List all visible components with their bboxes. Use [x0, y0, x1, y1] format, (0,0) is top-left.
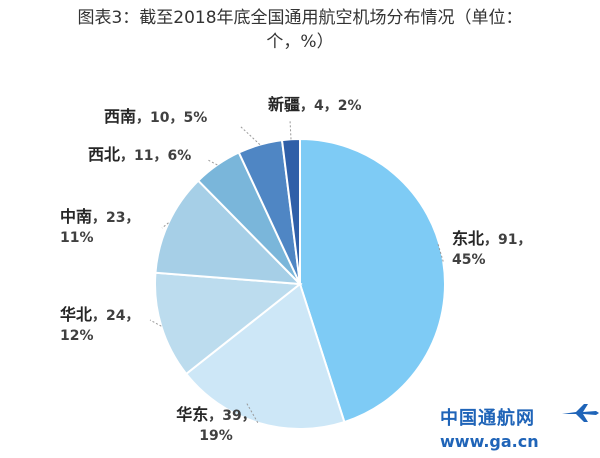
leader-line-1: [437, 243, 444, 262]
chart-title-line2: 个，%）: [266, 32, 334, 52]
slice-label-3: 华北，24， 12%: [60, 305, 140, 344]
chart-title: 图表3：截至2018年底全国通用航空机场分布情况（单位： 个，%）: [0, 6, 600, 54]
brand-watermark: 中国通航网 www.ga.cn: [440, 404, 600, 451]
pie-slice-1: [299, 137, 446, 424]
leader-line-7: [289, 119, 292, 140]
airplane-icon: [562, 404, 599, 422]
leader-lines: [149, 119, 444, 423]
brand-name: 中国通航网: [440, 408, 535, 429]
chart-title-line1: 图表3：截至2018年底全国通用航空机场分布情况（单位：: [77, 8, 523, 28]
pie-slice-3: [154, 271, 303, 376]
slice-label-6: 西南，10，5%: [104, 107, 207, 126]
pie-slices: [154, 137, 446, 430]
slice-label-2: 华东，39， 19%: [176, 405, 256, 444]
slice-label-4: 中南，23， 11%: [60, 207, 140, 246]
leader-line-4: [161, 222, 169, 229]
brand-url: www.ga.cn: [440, 432, 539, 451]
slice-label-1: 东北，91， 45%: [452, 229, 532, 268]
leader-line-6: [239, 125, 261, 145]
leader-line-5: [207, 159, 218, 166]
pie-slice-4: [154, 179, 303, 286]
slice-labels: 东北，91， 45% 华东，39， 19% 华北，24， 12% 中南，23， 11% 西北，1…: [60, 95, 532, 444]
slice-label-7: 新疆，4，2%: [268, 95, 362, 114]
slice-label-5: 西北，11，6%: [88, 145, 191, 164]
